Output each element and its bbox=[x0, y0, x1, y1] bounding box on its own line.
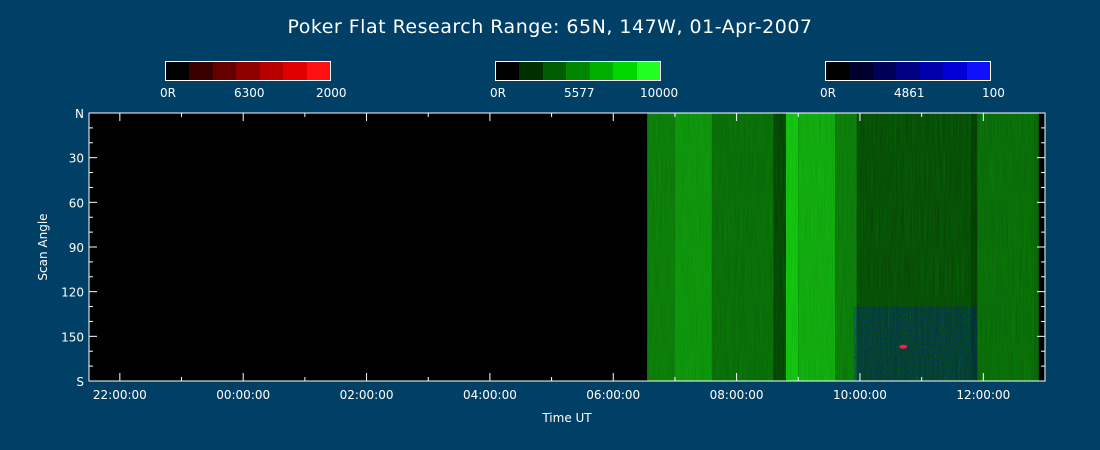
x-tick-label: 02:00:00 bbox=[340, 388, 394, 402]
colorbar-swatch bbox=[236, 62, 260, 80]
y-tick-label: 90 bbox=[69, 241, 84, 255]
colorbar-swatch bbox=[849, 62, 873, 80]
y-tick-label: S bbox=[76, 375, 84, 389]
x-tick-label: 04:00:00 bbox=[463, 388, 517, 402]
y-tick-label: 150 bbox=[61, 330, 84, 344]
colorbar-swatch bbox=[259, 62, 284, 80]
x-tick-label: 00:00:00 bbox=[216, 388, 270, 402]
y-tick-label: N bbox=[75, 107, 84, 121]
chart-title: Poker Flat Research Range: 65N, 147W, 01… bbox=[287, 16, 813, 38]
y-tick-label: 60 bbox=[69, 196, 84, 210]
x-tick-label: 22:00:00 bbox=[93, 388, 147, 402]
colorbar-6300 bbox=[165, 61, 331, 81]
colorbar-swatch bbox=[966, 62, 990, 80]
colorbar-swatch bbox=[189, 62, 213, 80]
x-tick-label: 08:00:00 bbox=[710, 388, 764, 402]
colorbar-5577-min-label: 0R bbox=[490, 86, 506, 100]
colorbar-swatch bbox=[826, 62, 850, 80]
colorbar-swatch bbox=[496, 62, 520, 80]
colorbar-5577-mid-label: 5577 bbox=[564, 86, 595, 100]
colorbar-4861-mid-label: 4861 bbox=[894, 86, 925, 100]
x-axis-label: Time UT bbox=[541, 411, 592, 425]
colorbar-swatch bbox=[919, 62, 944, 80]
colorbar-swatch bbox=[306, 62, 330, 80]
blue-emission-patch bbox=[853, 306, 978, 381]
colorbar-swatch bbox=[613, 62, 637, 80]
colorbar-swatch bbox=[542, 62, 567, 80]
colorbar-4861 bbox=[825, 61, 991, 81]
colorbar-6300-min-label: 0R bbox=[160, 86, 176, 100]
colorbar-swatch bbox=[896, 62, 920, 80]
colorbar-4861-max-label: 100 bbox=[982, 86, 1005, 100]
red-emission-spot bbox=[899, 344, 908, 349]
x-tick-label: 12:00:00 bbox=[956, 388, 1010, 402]
colorbar-swatch bbox=[166, 62, 190, 80]
colorbar-swatch bbox=[566, 62, 590, 80]
colorbar-6300-max-label: 2000 bbox=[316, 86, 347, 100]
y-axis-label: Scan Angle bbox=[36, 213, 50, 280]
x-tick-label: 06:00:00 bbox=[586, 388, 640, 402]
colorbar-swatch bbox=[212, 62, 237, 80]
colorbar-5577-max-label: 10000 bbox=[640, 86, 679, 100]
colorbar-5577 bbox=[495, 61, 661, 81]
colorbar-swatch bbox=[283, 62, 307, 80]
colorbar-swatch bbox=[943, 62, 967, 80]
colorbar-4861-min-label: 0R bbox=[820, 86, 836, 100]
colorbar-6300-mid-label: 6300 bbox=[234, 86, 265, 100]
y-tick-label: 120 bbox=[61, 286, 84, 300]
colorbar-swatch bbox=[636, 62, 660, 80]
colorbar-swatch bbox=[589, 62, 614, 80]
colorbar-swatch bbox=[872, 62, 897, 80]
y-tick-label: 30 bbox=[69, 152, 84, 166]
colorbar-swatch bbox=[519, 62, 543, 80]
x-tick-label: 10:00:00 bbox=[833, 388, 887, 402]
